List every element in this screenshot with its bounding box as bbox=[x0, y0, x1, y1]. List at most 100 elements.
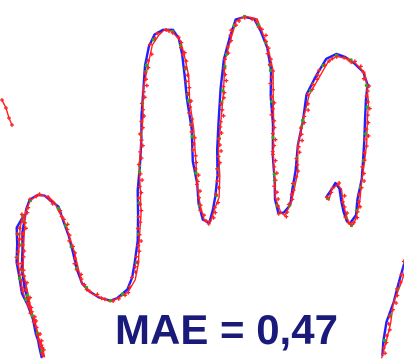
estimate-marker bbox=[310, 82, 315, 87]
estimate-marker bbox=[217, 160, 222, 165]
estimate-marker bbox=[329, 190, 334, 195]
estimate-marker bbox=[35, 332, 40, 337]
estimate-marker bbox=[395, 293, 400, 298]
estimate-marker bbox=[138, 171, 143, 176]
estimate-marker bbox=[135, 226, 140, 231]
estimate-marker bbox=[15, 249, 20, 254]
estimate-marker bbox=[189, 123, 194, 127]
estimate-marker bbox=[22, 249, 27, 253]
estimate-marker bbox=[123, 293, 128, 298]
estimate-marker bbox=[67, 233, 72, 238]
estimate-marker bbox=[273, 158, 278, 163]
estimate-marker bbox=[365, 99, 370, 104]
estimate-marker bbox=[134, 254, 139, 259]
estimate-marker bbox=[144, 77, 148, 82]
estimate-marker bbox=[136, 214, 141, 219]
estimate-marker bbox=[73, 251, 78, 255]
estimate-marker bbox=[186, 91, 191, 96]
estimate-marker bbox=[189, 99, 194, 103]
estimate-marker bbox=[184, 79, 189, 84]
estimate-marker bbox=[221, 113, 226, 118]
estimate-marker bbox=[342, 55, 347, 60]
estimate-marker bbox=[20, 231, 25, 236]
estimate-marker bbox=[348, 222, 353, 227]
estimate-marker bbox=[167, 29, 171, 33]
estimate-marker bbox=[136, 196, 141, 201]
estimate-marker bbox=[213, 192, 218, 197]
estimate-marker bbox=[300, 138, 305, 143]
estimate-marker bbox=[204, 219, 209, 223]
estimate-marker bbox=[20, 218, 25, 223]
estimate-marker bbox=[79, 277, 84, 282]
estimate-marker bbox=[155, 31, 160, 36]
estimate-marker bbox=[19, 278, 24, 283]
estimate-marker bbox=[140, 143, 145, 148]
estimate-marker bbox=[223, 72, 228, 77]
estimate-marker bbox=[364, 127, 369, 132]
estimate-marker bbox=[15, 231, 20, 236]
estimate-marker bbox=[72, 256, 77, 261]
estimate-marker bbox=[340, 199, 345, 204]
estimate-marker bbox=[305, 92, 310, 97]
estimate-marker bbox=[362, 150, 367, 155]
estimate-marker bbox=[59, 214, 64, 219]
estimate-marker bbox=[184, 59, 189, 64]
estimate-marker bbox=[206, 221, 211, 226]
estimate-marker bbox=[191, 141, 196, 146]
estimate-marker bbox=[36, 337, 41, 342]
estimate-marker bbox=[58, 208, 63, 213]
estimate-marker bbox=[294, 156, 299, 161]
estimate-marker bbox=[394, 301, 399, 305]
estimate-marker bbox=[0, 98, 4, 102]
estimate-marker bbox=[221, 84, 226, 89]
estimate-marker bbox=[197, 195, 202, 200]
landmark-marker bbox=[194, 171, 198, 175]
estimate-marker bbox=[218, 125, 223, 129]
landmark-markers bbox=[15, 14, 404, 353]
estimate-marker bbox=[146, 65, 151, 70]
estimate-marker bbox=[366, 120, 371, 125]
estimate-marker bbox=[87, 289, 92, 294]
estimate-marker bbox=[222, 57, 227, 62]
estimate-marker bbox=[242, 15, 247, 20]
estimate-marker bbox=[219, 101, 224, 106]
estimate-marker bbox=[302, 120, 307, 125]
estimate-marker bbox=[179, 45, 184, 50]
estimate-marker bbox=[164, 28, 169, 32]
estimate-marker bbox=[225, 44, 230, 49]
estimate-marker bbox=[20, 243, 25, 247]
estimate-marker bbox=[17, 244, 22, 248]
estimate-marker bbox=[256, 25, 261, 30]
estimate-marker bbox=[99, 296, 104, 301]
estimate-marker bbox=[187, 85, 192, 90]
estimate-marker bbox=[138, 131, 143, 136]
estimate-marker bbox=[95, 292, 100, 297]
estimate-marker bbox=[272, 143, 277, 148]
estimate-marker bbox=[268, 57, 273, 62]
estimate-marker bbox=[48, 198, 52, 202]
estimate-marker bbox=[387, 327, 392, 332]
estimate-marker bbox=[327, 59, 332, 63]
estimate-marker bbox=[61, 217, 66, 222]
estimate-marker bbox=[139, 239, 144, 243]
estimate-marker bbox=[297, 150, 302, 155]
estimate-marker bbox=[264, 39, 269, 44]
mae-label: MAE = 0,47 bbox=[115, 306, 338, 353]
landmark-marker bbox=[25, 293, 30, 298]
landmark-marker bbox=[364, 132, 368, 136]
estimate-marker bbox=[290, 181, 295, 186]
estimate-marker bbox=[272, 125, 277, 130]
estimate-marker bbox=[25, 296, 30, 301]
estimate-marker bbox=[70, 244, 75, 249]
estimate-marker bbox=[276, 211, 281, 216]
estimate-marker bbox=[7, 116, 11, 120]
estimate-marker bbox=[180, 52, 185, 57]
estimate-marker bbox=[23, 287, 28, 292]
estimate-marker bbox=[40, 351, 45, 356]
estimate-marker bbox=[140, 178, 145, 183]
estimate-marker bbox=[221, 95, 226, 100]
estimate-marker bbox=[28, 295, 33, 300]
estimate-marker bbox=[358, 64, 363, 69]
landmark-marker bbox=[56, 206, 61, 211]
